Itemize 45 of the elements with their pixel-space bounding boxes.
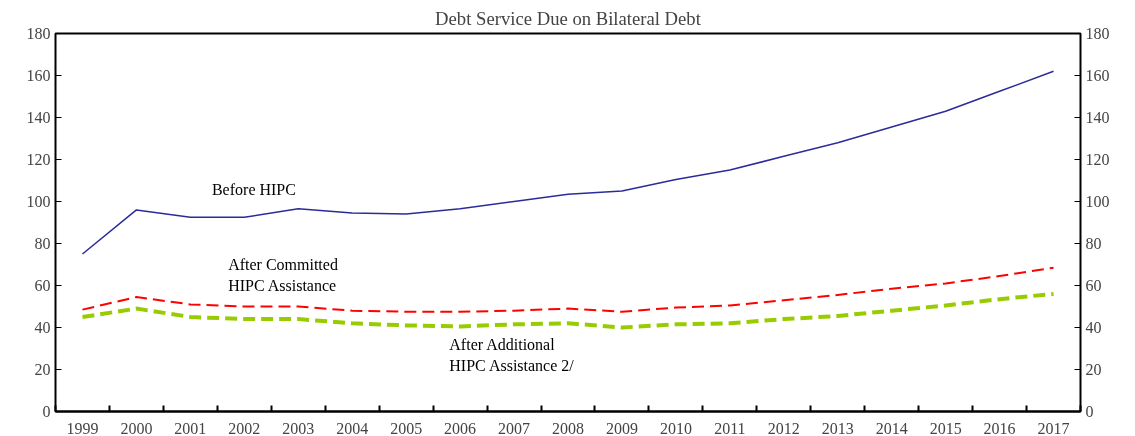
- y-tick-label: 40: [34, 319, 51, 336]
- y2-tick-label: 140: [1085, 109, 1110, 126]
- x-tick-label: 2012: [767, 419, 800, 436]
- y2-tick-label: 160: [1085, 67, 1110, 84]
- y-tick-label: 160: [26, 67, 51, 84]
- x-tick-label: 2005: [390, 419, 423, 436]
- x-tick-label: 2016: [983, 419, 1016, 436]
- y2-tick-label: 40: [1085, 319, 1102, 336]
- x-tick-label: 2004: [336, 419, 369, 436]
- line-series: [81, 70, 1055, 255]
- x-tick-label: 2006: [444, 419, 477, 436]
- x-tick-label: 2015: [929, 419, 962, 436]
- y-tick-label: 140: [26, 109, 51, 126]
- y2-tick-label: 100: [1085, 193, 1110, 210]
- x-tick-label: 2010: [659, 419, 692, 436]
- x-tick-label: 2017: [1037, 419, 1070, 436]
- y-tick-label: 0: [42, 403, 51, 420]
- chart-title: Debt Service Due on Bilateral Debt: [435, 7, 702, 29]
- y2-tick-label: 20: [1085, 361, 1102, 378]
- y-tick-label: 100: [26, 193, 51, 210]
- x-tick-label: 2000: [120, 419, 153, 436]
- x-tick-label: 2008: [552, 419, 584, 436]
- y2-tick-label: 120: [1085, 151, 1110, 168]
- y2-tick-label: 60: [1085, 277, 1102, 294]
- y-tick-label: 20: [34, 361, 51, 378]
- y-tick-label: 180: [26, 25, 51, 42]
- y2-tick-label: 180: [1085, 25, 1110, 42]
- series-label: After Additional HIPC Assistance 2/: [449, 335, 575, 375]
- x-tick-label: 2009: [605, 419, 638, 436]
- y-tick-label: 80: [34, 235, 51, 252]
- series-label: After Committed HIPC Assistance: [228, 256, 338, 295]
- y-tick-label: 120: [26, 151, 51, 168]
- series-label: Before HIPC: [211, 180, 296, 198]
- line-series: [80, 291, 1056, 330]
- x-tick-label: 2013: [821, 419, 854, 436]
- x-tick-label: 2003: [282, 419, 315, 436]
- y2-tick-label: 80: [1085, 235, 1102, 252]
- y2-tick-label: 0: [1085, 403, 1094, 420]
- x-tick-label: 2011: [714, 419, 746, 436]
- x-tick-label: 2002: [228, 419, 261, 436]
- x-tick-label: 2007: [498, 419, 531, 436]
- x-tick-label: 1999: [66, 419, 99, 436]
- y-tick-label: 60: [34, 277, 51, 294]
- x-tick-label: 2001: [174, 419, 207, 436]
- x-tick-label: 2014: [875, 419, 908, 436]
